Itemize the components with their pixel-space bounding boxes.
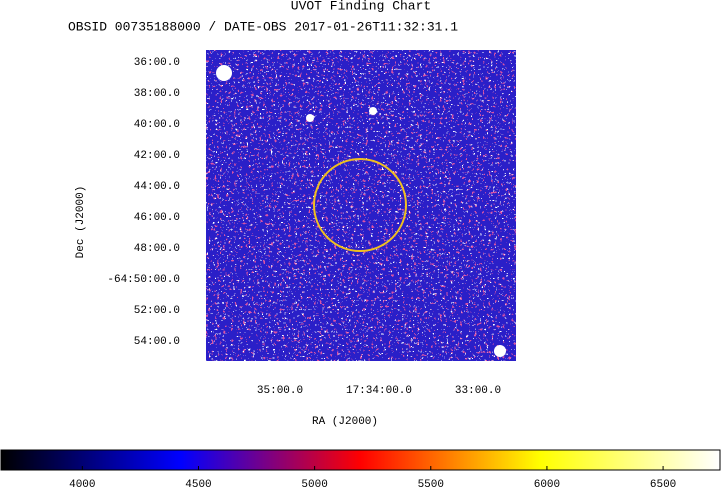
y-tick-label: 44:00.0 <box>134 181 180 193</box>
colorbar-tick-label: 6500 <box>650 479 676 489</box>
chart-subtitle: OBSID 00735188000 / DATE-OBS 2017-01-26T… <box>68 19 458 34</box>
y-tick-label: 36:00.0 <box>134 57 180 69</box>
bright-star <box>494 345 506 357</box>
y-tick-label: 42:00.0 <box>134 150 180 162</box>
y-tick-label: -64:50:00.0 <box>107 274 180 286</box>
x-axis-label: RA (J2000) <box>312 416 378 428</box>
x-tick-label: 35:00.0 <box>257 385 303 397</box>
x-tick-label: 17:34:00.0 <box>346 385 412 397</box>
image-stars <box>206 50 516 361</box>
y-axis-label: Dec (J2000) <box>75 186 87 259</box>
colorbar-tick-label: 4000 <box>69 479 95 489</box>
y-tick-label: 54:00.0 <box>134 336 180 348</box>
colorbar-tick-label: 6000 <box>534 479 560 489</box>
colorbar-tick-label: 4500 <box>185 479 211 489</box>
x-tick-label: 33:00.0 <box>455 385 501 397</box>
sky-image <box>206 50 516 361</box>
colorbar-tick-label: 5500 <box>418 479 444 489</box>
y-tick-label: 52:00.0 <box>134 305 180 317</box>
y-tick-label: 48:00.0 <box>134 243 180 255</box>
y-tick-label: 46:00.0 <box>134 212 180 224</box>
colorbar <box>0 449 721 471</box>
y-tick-label: 38:00.0 <box>134 88 180 100</box>
bright-star <box>216 65 232 81</box>
chart-title: UVOT Finding Chart <box>291 0 431 13</box>
target-circle <box>313 158 407 252</box>
colorbar-tick-label: 5000 <box>301 479 327 489</box>
y-tick-label: 40:00.0 <box>134 119 180 131</box>
bright-star <box>369 107 377 115</box>
bright-star <box>306 114 314 122</box>
